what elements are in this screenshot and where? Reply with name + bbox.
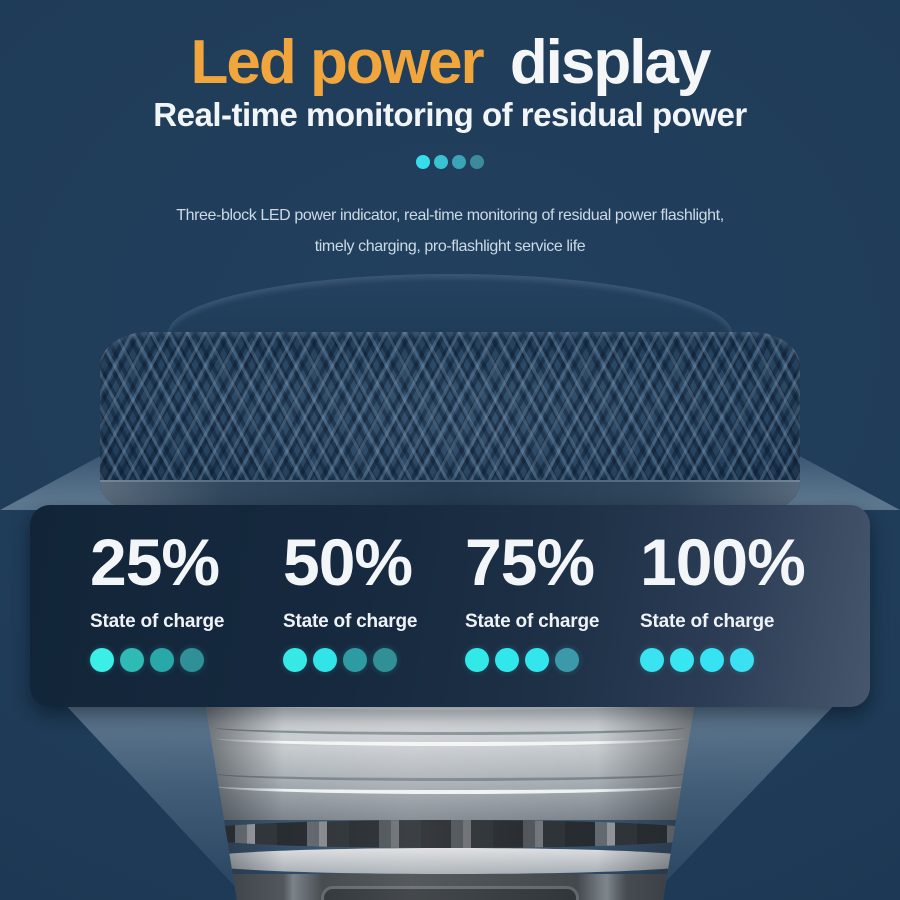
charge-dot (343, 648, 367, 672)
decor-dot (434, 155, 448, 169)
description-line-2: timely charging, pro-flashlight service … (314, 238, 586, 255)
flashlight-body (205, 700, 695, 900)
title-rest: display (509, 28, 712, 97)
charge-dots-50 (283, 648, 417, 672)
charge-dot (555, 648, 579, 672)
charge-dots-100 (640, 648, 805, 672)
charge-dot (730, 648, 754, 672)
charge-dot (640, 648, 664, 672)
flashlight-knurled-ring (100, 332, 800, 512)
decor-dot (416, 155, 430, 169)
flashlight-switch-panel (321, 886, 579, 900)
decor-dot (452, 155, 466, 169)
flashlight-groove-highlight (214, 700, 686, 710)
charge-percent: 25% (90, 525, 220, 599)
charge-dot (525, 648, 549, 672)
decor-dot (470, 155, 484, 169)
charge-dot (495, 648, 519, 672)
charge-level-100: 100% State of charge (640, 525, 806, 672)
charge-panel: 25% State of charge 50% State of charge … (30, 505, 870, 707)
charge-dot (313, 648, 337, 672)
charge-dot (150, 648, 174, 672)
decor-dots (416, 155, 484, 169)
charge-label: State of charge (465, 611, 600, 632)
flashlight-ring-segment (205, 848, 695, 874)
charge-level-50: 50% State of charge (283, 527, 417, 672)
charge-dot (465, 648, 489, 672)
charge-dot (283, 648, 307, 672)
charge-dot (90, 648, 114, 672)
flashlight-crown-bezel (205, 820, 695, 848)
charge-label: State of charge (283, 611, 418, 632)
flashlight-groove-highlight (214, 778, 686, 794)
description-line-1: Three-block LED power indicator, real-ti… (176, 207, 724, 224)
subtitle: Real-time monitoring of residual power (153, 96, 747, 133)
flashlight-ring-segment (205, 794, 695, 820)
charge-dots-75 (465, 648, 599, 672)
page-title: Led power display (0, 30, 900, 95)
title-highlight: Led power (190, 28, 485, 97)
charge-label: State of charge (640, 611, 775, 632)
charge-dot (120, 648, 144, 672)
flashlight-groove-highlight (214, 730, 686, 746)
charge-level-25: 25% State of charge (90, 527, 224, 672)
charge-dot (373, 648, 397, 672)
charge-label: State of charge (90, 611, 225, 632)
description: Three-block LED power indicator, real-ti… (0, 200, 900, 262)
charge-dot (180, 648, 204, 672)
charge-dot (670, 648, 694, 672)
charge-percent: 75% (465, 525, 595, 599)
charge-level-75: 75% State of charge (465, 527, 599, 672)
charge-dots-25 (90, 648, 224, 672)
charge-percent: 50% (283, 525, 413, 599)
charge-percent: 100% (640, 525, 806, 599)
charge-dot (700, 648, 724, 672)
